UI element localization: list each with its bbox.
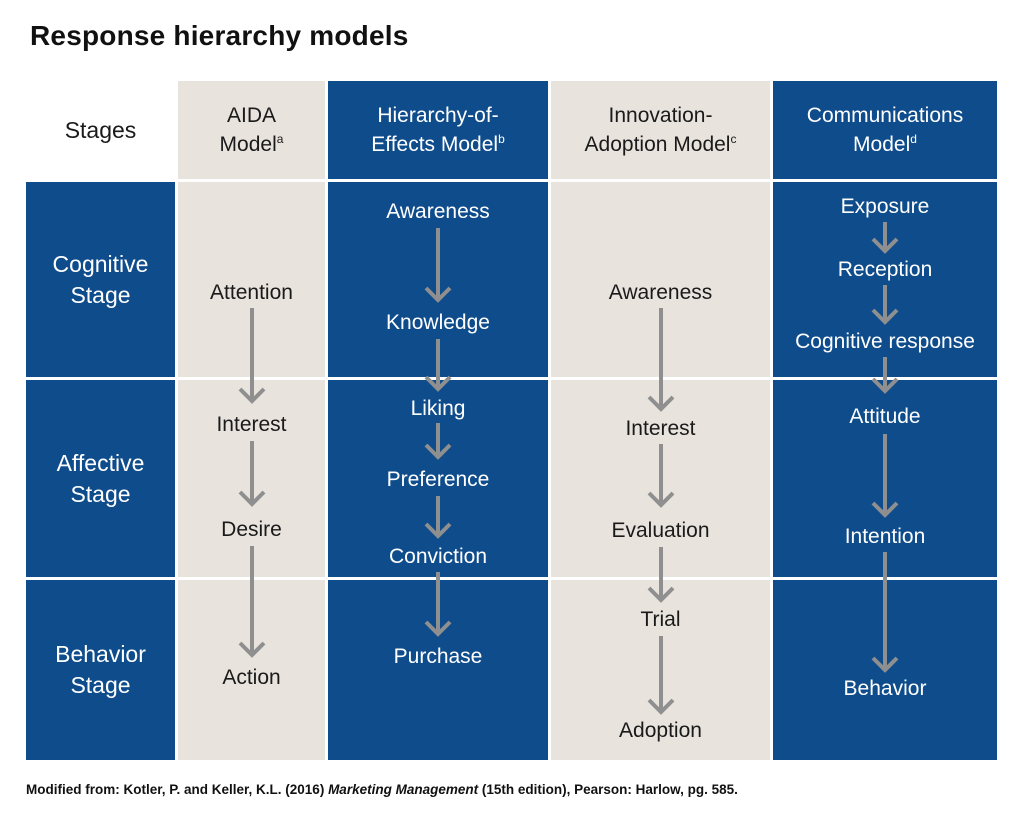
cell-innovation-behavior: [551, 580, 770, 760]
header-communications-label: Communications Modeld: [807, 101, 963, 159]
header-hierarchy-of-effects-model: Hierarchy-of- Effects Modelb: [328, 81, 548, 179]
stage-line: Cognitive: [52, 250, 149, 277]
header-innovation-adoption-model: Innovation- Adoption Modelc: [551, 81, 770, 179]
header-aida-model: AIDA Modela: [178, 81, 325, 179]
header-hierarchy-label: Hierarchy-of- Effects Modelb: [371, 101, 505, 159]
stage-line: Stage: [70, 672, 131, 698]
citation-text: Modified from: Kotler, P. and Keller, K.…: [26, 782, 329, 797]
page-title: Response hierarchy models: [30, 20, 409, 51]
footnote-marker: c: [730, 132, 737, 146]
header-line: Communications: [806, 104, 964, 127]
stage-label-cognitive: Cognitive Stage: [53, 249, 149, 311]
cell-hierarchy-behavior: [328, 580, 548, 760]
header-line: Innovation-: [608, 104, 713, 127]
stage-label-affective: Affective Stage: [57, 448, 145, 510]
footnote-marker: a: [276, 132, 284, 146]
header-line: Model: [219, 133, 277, 156]
citation-text: (15th edition), Pearson: Harlow, pg. 585…: [478, 782, 738, 797]
source-citation: Modified from: Kotler, P. and Keller, K.…: [26, 782, 738, 797]
stage-cell-affective: Affective Stage: [26, 380, 175, 577]
stage-cell-cognitive: Cognitive Stage: [26, 182, 175, 377]
stage-cell-behavior: Behavior Stage: [26, 580, 175, 760]
header-line: Adoption Model: [584, 133, 731, 156]
cell-aida-cognitive: [178, 182, 325, 377]
stage-label-behavior: Behavior Stage: [55, 639, 146, 701]
cell-hierarchy-affective: [328, 380, 548, 577]
stage-line: Stage: [70, 480, 131, 507]
footnote-marker: d: [910, 132, 917, 146]
cell-innovation-cognitive: [551, 182, 770, 377]
cell-hierarchy-cognitive: [328, 182, 548, 377]
cell-communications-affective: [773, 380, 997, 577]
cell-communications-behavior: [773, 580, 997, 760]
header-innovation-label: Innovation- Adoption Modelc: [585, 101, 737, 159]
header-line: Model: [853, 133, 911, 156]
stage-line: Behavior: [55, 641, 146, 667]
stage-line: Affective: [56, 449, 145, 476]
header-line: Effects Model: [371, 133, 499, 156]
header-line: Hierarchy-of-: [377, 104, 499, 127]
header-communications-model: Communications Modeld: [773, 81, 997, 179]
stage-line: Stage: [70, 281, 131, 308]
header-stages-label: Stages: [64, 116, 137, 143]
header-line: AIDA: [226, 104, 276, 127]
cell-aida-affective: [178, 380, 325, 577]
citation-book-title: Marketing Management: [328, 782, 479, 797]
footnote-marker: b: [498, 132, 505, 146]
header-stages: Stages: [26, 81, 175, 179]
cell-aida-behavior: [178, 580, 325, 760]
cell-innovation-affective: [551, 380, 770, 577]
header-aida-label: AIDA Modela: [220, 101, 284, 159]
cell-communications-cognitive: [773, 182, 997, 377]
